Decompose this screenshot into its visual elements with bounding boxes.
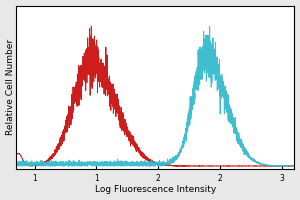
Y-axis label: Relative Cell Number: Relative Cell Number	[6, 39, 15, 135]
X-axis label: Log Fluorescence Intensity: Log Fluorescence Intensity	[94, 185, 216, 194]
